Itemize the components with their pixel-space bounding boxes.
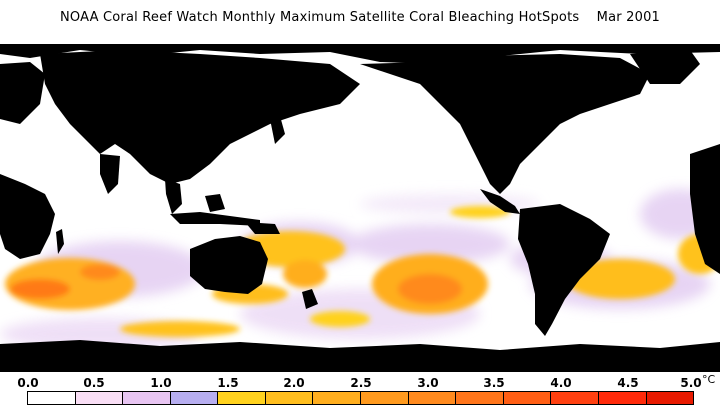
tick-label: 3.0 [417,376,439,390]
land-asia [40,50,360,184]
land-indonesia [170,212,260,226]
tick-label: 0.5 [83,376,105,390]
colorbar-segment [75,392,124,404]
hotspot-band-high [5,206,720,337]
tick-label: 0.0 [17,376,39,390]
colorbar-segment [503,392,552,404]
land-madagascar [56,229,64,254]
land-indochina [165,179,182,214]
land-europe [0,62,45,124]
tick-label: 1.0 [150,376,172,390]
land-australia [190,236,268,294]
tick-label: 4.0 [550,376,572,390]
colorbar-segment [123,392,171,404]
land-borneo [205,194,225,212]
land-new-guinea [245,222,280,234]
colorbar-segment [313,392,362,404]
colorbar-segment [456,392,504,404]
land-japan [270,116,285,144]
tick-label: 4.5 [617,376,639,390]
land-greenland [630,50,700,84]
land-new-zealand [302,289,318,309]
colorbar-segment [170,392,219,404]
colorbar-unit-label: °C [702,373,716,386]
hotspot-map [0,44,720,372]
colorbar-segment [265,392,314,404]
tick-label: 1.5 [217,376,239,390]
land-antarctica [0,340,720,372]
colorbar-segment [361,392,409,404]
colorbar-segment [28,392,76,404]
colorbar-segment [646,392,694,404]
tick-label: 2.0 [283,376,305,390]
map-title: NOAA Coral Reef Watch Monthly Maximum Sa… [59,10,661,25]
colorbar [27,391,694,405]
land-central-america [480,189,520,214]
land-africa-east [690,144,720,274]
colorbar-segment [408,392,457,404]
tick-label: 5.0 [680,376,702,390]
land-arctic [0,44,720,64]
land-masses [0,44,720,372]
colorbar-segment [598,392,647,404]
tick-label: 2.5 [350,376,372,390]
colorbar-tick-labels: 0.0 0.5 1.0 1.5 2.0 2.5 3.0 3.5 4.0 4.5 … [0,376,720,392]
land-africa [0,174,55,259]
colorbar-segment [218,392,266,404]
colorbar-segment [551,392,599,404]
land-south-america [518,204,610,336]
land-north-america [360,54,650,194]
tick-label: 3.5 [483,376,505,390]
land-india [100,154,120,194]
